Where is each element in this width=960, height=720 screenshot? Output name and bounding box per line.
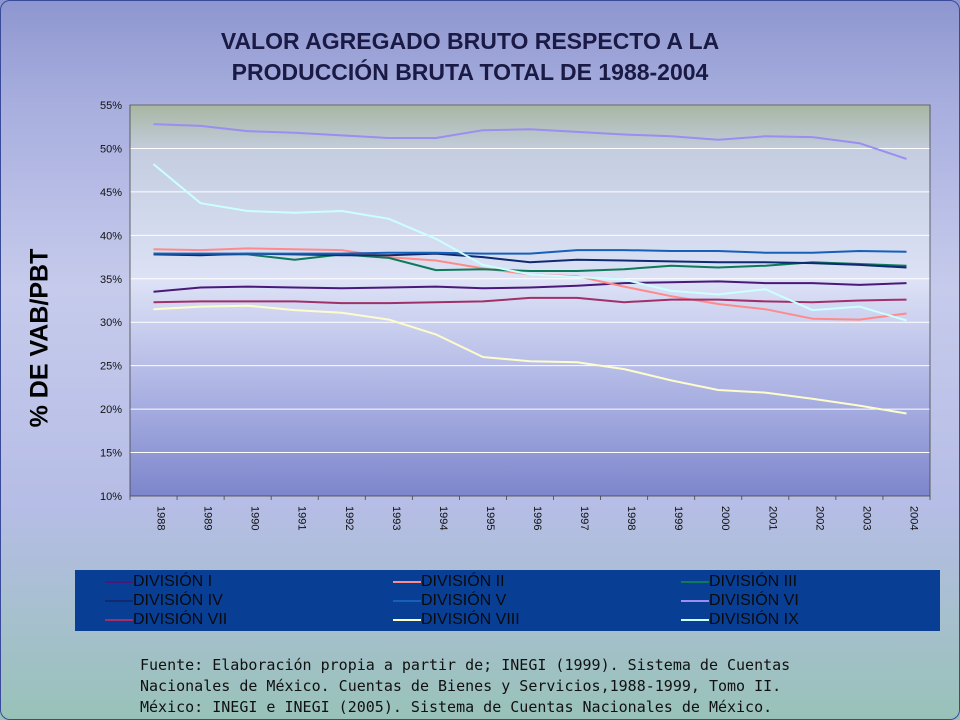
series-line-3 xyxy=(153,252,907,272)
legend-item-6: DIVISIÓN VI xyxy=(681,591,931,610)
x-tick-label: 1997 xyxy=(578,506,590,530)
series-line-9 xyxy=(152,163,907,322)
y-tick-label: 50% xyxy=(100,143,122,155)
legend-label: DIVISIÓN V xyxy=(421,591,507,609)
x-tick-label: 2001 xyxy=(766,506,778,530)
x-tick-label: 1992 xyxy=(343,506,355,530)
x-tick-label: 1999 xyxy=(672,506,684,530)
x-tick-label: 1993 xyxy=(390,506,402,530)
y-tick-label: 10% xyxy=(100,491,122,503)
legend-label: DIVISIÓN II xyxy=(421,572,505,590)
legend-item-2: DIVISIÓN II xyxy=(393,572,681,591)
legend-item-1: DIVISIÓN I xyxy=(105,572,393,591)
gridlines xyxy=(130,104,930,454)
legend-label: DIVISIÓN IV xyxy=(133,591,223,609)
y-tick-label: 40% xyxy=(100,230,122,242)
legend-item-8: DIVISIÓN VIII xyxy=(393,610,681,629)
legend-label: DIVISIÓN VI xyxy=(709,591,799,609)
legend-swatch xyxy=(681,580,709,583)
x-tick-label: 2003 xyxy=(860,506,872,530)
series-line-6 xyxy=(153,123,907,160)
series-line-5 xyxy=(153,249,907,255)
y-tick-label: 55% xyxy=(100,100,122,112)
source-line-1: Fuente: Elaboración propia a partir de; … xyxy=(140,656,791,674)
y-tick-label: 20% xyxy=(100,404,122,416)
x-tick-label: 1991 xyxy=(296,506,308,530)
legend-label: DIVISIÓN VIII xyxy=(421,610,520,628)
source-note: Fuente: Elaboración propia a partir de; … xyxy=(140,655,900,720)
x-tick-label: 1990 xyxy=(249,506,261,530)
legend-swatch xyxy=(681,618,709,621)
y-tick-label: 15% xyxy=(100,448,122,460)
x-tick-label: 1989 xyxy=(202,506,214,530)
source-line-2: Nacionales de México. Cuentas de Bienes … xyxy=(140,677,782,695)
x-tick-label: 1995 xyxy=(484,506,496,530)
legend-swatch xyxy=(105,580,133,583)
series-line-7 xyxy=(153,296,907,305)
legend-swatch xyxy=(105,599,133,602)
x-tick-label: 1996 xyxy=(531,506,543,530)
legend-item-5: DIVISIÓN V xyxy=(393,591,681,610)
chart-title-line-1: VALOR AGREGADO BRUTO RESPECTO A LA xyxy=(220,28,720,54)
x-tick-label: 2002 xyxy=(813,506,825,530)
legend-item-3: DIVISIÓN III xyxy=(681,572,931,591)
legend-item-9: DIVISIÓN IX xyxy=(681,610,931,629)
series-line-8 xyxy=(153,304,907,415)
legend-swatch xyxy=(393,580,421,583)
legend-swatch xyxy=(681,599,709,602)
chart-title-line-2: PRODUCCIÓN BRUTA TOTAL DE 1988-2004 xyxy=(231,59,709,85)
x-tick-label: 1988 xyxy=(155,506,167,530)
source-line-3: México: INEGI e INEGI (2005). Sistema de… xyxy=(140,698,773,716)
x-tick-label: 1994 xyxy=(437,506,449,530)
legend-label: DIVISIÓN I xyxy=(133,572,213,590)
chart-legend: DIVISIÓN I DIVISIÓN II DIVISIÓN III DIVISIÓ… xyxy=(75,570,940,631)
legend-swatch xyxy=(393,599,421,602)
series-line-1 xyxy=(153,280,907,293)
y-tick-labels: 10% 15% 20% 25% 30% 35% 40% 45% 50% 55% xyxy=(100,100,122,503)
y-tick-label: 45% xyxy=(100,187,122,199)
legend-item-7: DIVISIÓN VII xyxy=(105,610,393,629)
line-chart: 10%15%20%25%30%35%40%45%50%55% 1988 1989 1… xyxy=(100,100,931,530)
x-tick-label: 1998 xyxy=(625,506,637,530)
legend-label: DIVISIÓN VII xyxy=(133,610,228,628)
y-tick-label: 35% xyxy=(100,274,122,286)
y-tick-label: 30% xyxy=(100,317,122,329)
chart-title: VALOR AGREGADO BRUTO RESPECTO A LA PRODU… xyxy=(120,26,820,88)
x-tick-label: 2000 xyxy=(719,506,731,530)
x-tick-label: 2004 xyxy=(907,506,919,530)
legend-item-4: DIVISIÓN IV xyxy=(105,591,393,610)
x-tick-labels: 1988 1989 1990 1991 1992 1993 1994 1995 1996 1997… xyxy=(129,496,931,530)
legend-label: DIVISIÓN III xyxy=(709,572,798,590)
series-lines xyxy=(152,123,907,415)
legend-swatch xyxy=(393,618,421,621)
legend-label: DIVISIÓN IX xyxy=(709,610,799,628)
legend-swatch xyxy=(105,618,133,621)
y-tick-label: 25% xyxy=(100,361,122,373)
plot-border xyxy=(129,104,931,497)
